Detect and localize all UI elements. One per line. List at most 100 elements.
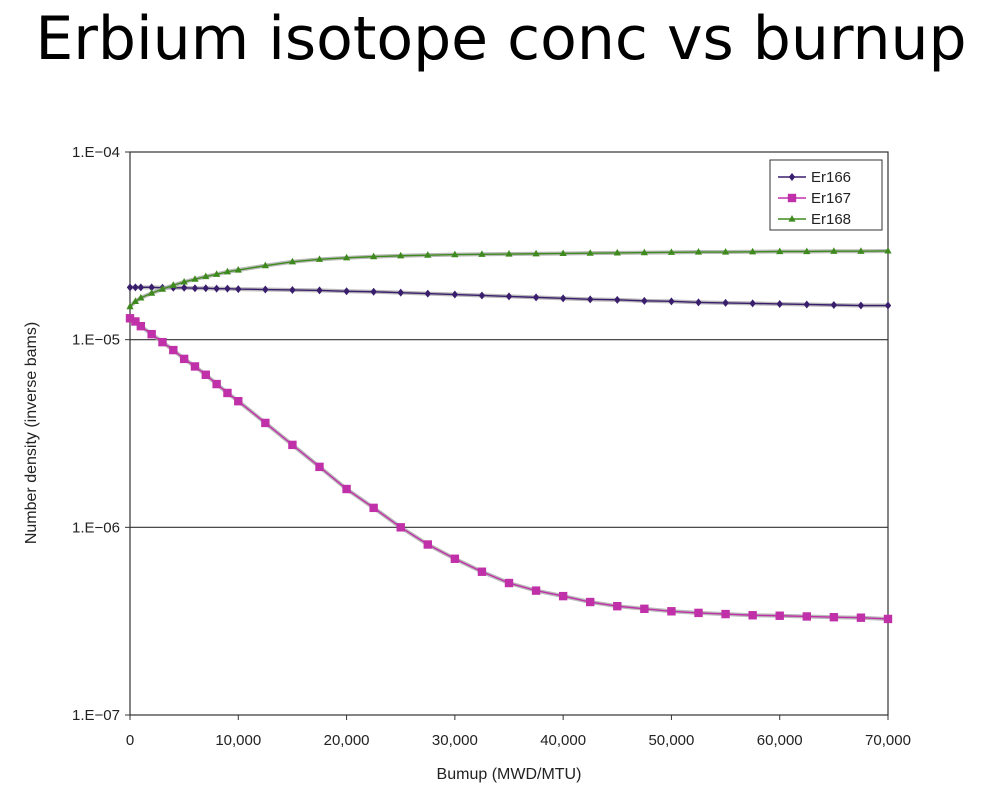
data-point bbox=[147, 329, 156, 339]
data-point bbox=[234, 266, 242, 273]
grid-layer bbox=[130, 339, 888, 528]
data-point bbox=[695, 298, 702, 307]
x-axis-label: Bumup (MWD/MTU) bbox=[437, 766, 582, 783]
data-point bbox=[234, 397, 243, 406]
legend-item-er167: Er167 bbox=[778, 190, 851, 207]
legend-marker bbox=[787, 193, 797, 203]
data-point bbox=[803, 247, 811, 255]
data-point bbox=[148, 283, 155, 292]
data-point bbox=[776, 299, 783, 308]
data-point bbox=[158, 285, 167, 292]
data-point bbox=[586, 249, 594, 256]
data-point bbox=[478, 291, 486, 300]
x-tick-label: 30,000 bbox=[432, 732, 478, 749]
data-point bbox=[478, 250, 486, 257]
data-point bbox=[396, 523, 405, 532]
data-point bbox=[586, 597, 595, 607]
data-point bbox=[261, 261, 269, 269]
data-point bbox=[531, 586, 541, 595]
data-point bbox=[613, 601, 622, 611]
data-point bbox=[614, 295, 621, 304]
data-point bbox=[802, 612, 811, 621]
data-point bbox=[883, 614, 893, 624]
data-point bbox=[451, 250, 459, 258]
data-point bbox=[829, 612, 839, 622]
data-point bbox=[505, 292, 513, 301]
data-point bbox=[505, 250, 513, 257]
data-point bbox=[423, 540, 432, 549]
data-point bbox=[613, 248, 621, 256]
data-point bbox=[179, 354, 189, 364]
data-point bbox=[224, 284, 231, 293]
data-point bbox=[694, 608, 703, 618]
data-point bbox=[884, 246, 892, 254]
x-tick-label: 0 bbox=[126, 732, 134, 749]
data-point bbox=[532, 293, 540, 302]
data-point bbox=[668, 297, 675, 306]
data-point bbox=[721, 248, 730, 255]
data-point bbox=[830, 247, 838, 254]
data-point bbox=[191, 284, 199, 293]
data-point bbox=[131, 317, 140, 326]
data-point bbox=[169, 281, 177, 288]
series-layer bbox=[125, 246, 893, 624]
data-point bbox=[884, 301, 892, 310]
data-point bbox=[694, 248, 703, 255]
data-point bbox=[262, 285, 269, 294]
x-tick-label: 50,000 bbox=[648, 732, 694, 749]
data-point bbox=[477, 567, 487, 576]
data-point bbox=[212, 379, 221, 389]
data-point bbox=[451, 290, 459, 299]
data-point bbox=[158, 337, 167, 347]
data-point bbox=[397, 288, 404, 297]
data-point bbox=[315, 462, 324, 472]
data-point bbox=[223, 267, 232, 275]
data-point bbox=[748, 611, 757, 620]
y-tick-label: 1.E−05 bbox=[72, 332, 120, 349]
data-point bbox=[213, 284, 220, 293]
x-tick-label: 40,000 bbox=[540, 732, 586, 749]
data-point bbox=[640, 248, 648, 256]
x-tick-label: 60,000 bbox=[757, 732, 803, 749]
data-point bbox=[137, 293, 145, 301]
data-point bbox=[640, 604, 649, 614]
data-point bbox=[202, 272, 210, 280]
data-point bbox=[201, 370, 210, 379]
data-point bbox=[830, 301, 838, 310]
data-point bbox=[587, 295, 594, 304]
plot-frame bbox=[129, 151, 889, 716]
data-point bbox=[857, 247, 865, 254]
legend-item-er168: Er168 bbox=[778, 211, 851, 228]
y-tick-label: 1.E−07 bbox=[72, 707, 120, 724]
data-point bbox=[857, 301, 865, 310]
data-point bbox=[136, 321, 146, 331]
data-point bbox=[316, 286, 323, 295]
data-point bbox=[137, 283, 145, 292]
series-er168 bbox=[126, 246, 892, 310]
legend-marker bbox=[788, 215, 796, 222]
data-point bbox=[856, 613, 866, 622]
data-point bbox=[424, 289, 431, 298]
y-tick-label: 1.E−06 bbox=[72, 519, 120, 536]
data-point bbox=[213, 270, 221, 277]
data-point bbox=[370, 287, 377, 296]
data-point bbox=[132, 283, 139, 292]
data-point bbox=[261, 418, 270, 428]
data-point bbox=[288, 440, 297, 450]
x-tick-label: 10,000 bbox=[215, 732, 261, 749]
y-axis: 1.E−04 1.E−05 1.E−06 1.E−07 bbox=[72, 144, 130, 724]
data-point bbox=[125, 314, 135, 323]
y-axis-label: Number density (inverse bams) bbox=[23, 322, 40, 544]
data-point bbox=[288, 257, 297, 265]
data-point bbox=[191, 275, 199, 282]
data-point bbox=[803, 300, 810, 309]
legend: Er166 Er167 Er168 bbox=[769, 159, 883, 231]
legend-item-er166: Er166 bbox=[778, 169, 851, 186]
data-point bbox=[180, 277, 188, 285]
data-point bbox=[450, 554, 460, 563]
data-point bbox=[641, 296, 648, 305]
data-point bbox=[342, 253, 351, 261]
legend-marker bbox=[788, 173, 796, 181]
data-point bbox=[559, 249, 567, 257]
data-point bbox=[558, 591, 568, 601]
